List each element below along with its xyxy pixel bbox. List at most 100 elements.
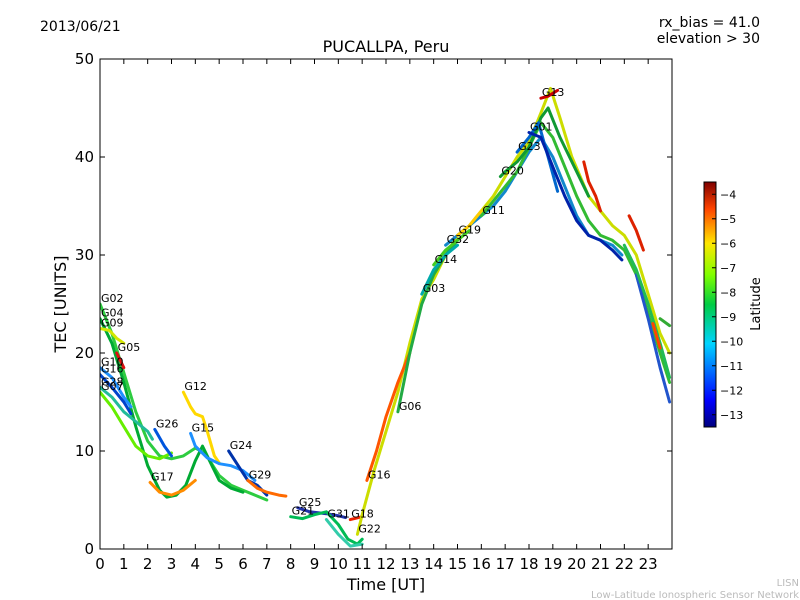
x-tick-label: 16 bbox=[472, 555, 491, 573]
x-tick-label: 8 bbox=[286, 555, 296, 573]
series-layer bbox=[100, 86, 672, 548]
series-label-g03: G03 bbox=[423, 282, 446, 295]
series-label-g02: G02 bbox=[101, 292, 124, 305]
colorbar-tick-label: −10 bbox=[720, 335, 743, 348]
footer-network: Low-Latitude Ionospheric Sensor Network bbox=[591, 590, 799, 600]
series-line-g05 bbox=[115, 351, 126, 370]
series-line-g13 bbox=[539, 88, 560, 100]
series-label-g07: G07 bbox=[101, 380, 124, 393]
series-label-g04: G04 bbox=[101, 307, 124, 320]
y-tick-label: 30 bbox=[75, 246, 94, 264]
x-tick-label: 22 bbox=[615, 555, 634, 573]
chart-title: PUCALLPA, Peru bbox=[323, 37, 450, 56]
x-tick-label: 14 bbox=[424, 555, 443, 573]
series-line-g23 bbox=[515, 121, 560, 193]
x-tick-label: 13 bbox=[400, 555, 419, 573]
series-label-g29: G29 bbox=[249, 468, 272, 481]
series-line bbox=[582, 160, 602, 213]
series-line-g29 bbox=[246, 478, 288, 498]
elevation-label: elevation > 30 bbox=[657, 31, 760, 47]
series-label-g14: G14 bbox=[435, 253, 458, 266]
x-tick-label: 4 bbox=[191, 555, 201, 573]
series-label-g16: G16 bbox=[101, 363, 124, 376]
x-tick-label: 23 bbox=[639, 555, 658, 573]
x-tick-label: 11 bbox=[353, 555, 372, 573]
x-tick-label: 7 bbox=[262, 555, 272, 573]
x-axis: 0 1 2 3 4 5 6 7 8 9 10 11 12 13 14 15 16 17 18 19 20 21 22 23 bbox=[95, 59, 658, 573]
series-label-g24: G24 bbox=[230, 439, 253, 452]
series-line-g14 bbox=[432, 229, 471, 267]
x-tick-label: 5 bbox=[214, 555, 224, 573]
colorbar-tick-label: −9 bbox=[720, 311, 736, 324]
x-tick-label: 0 bbox=[95, 555, 105, 573]
series-label-g20: G20 bbox=[501, 165, 524, 178]
series-line-g21 bbox=[289, 510, 364, 546]
series-label-g12: G12 bbox=[184, 380, 207, 393]
y-tick-label: 10 bbox=[75, 442, 94, 460]
y-tick-label: 40 bbox=[75, 148, 94, 166]
series-line-g10 bbox=[100, 366, 133, 409]
x-tick-label: 2 bbox=[143, 555, 153, 573]
x-tick-label: 1 bbox=[119, 555, 129, 573]
series-line-g02 bbox=[100, 302, 269, 502]
colorbar-label: Latitude bbox=[749, 277, 764, 331]
series-line-g16 bbox=[100, 373, 133, 416]
y-axis: 0 10 20 30 40 50 bbox=[75, 50, 672, 558]
x-tick-label: 21 bbox=[591, 555, 610, 573]
series-label-g31: G31 bbox=[327, 508, 350, 521]
series-line-g17 bbox=[148, 478, 197, 497]
series-label-g09: G09 bbox=[101, 317, 124, 330]
x-tick-label: 17 bbox=[496, 555, 515, 573]
x-tick-label: 12 bbox=[376, 555, 395, 573]
plot-area bbox=[100, 59, 672, 549]
series-line-g16 bbox=[365, 351, 412, 482]
date-label: 2013/06/21 bbox=[40, 19, 121, 35]
series-line-g31 bbox=[324, 518, 364, 548]
series-line-g19 bbox=[456, 209, 483, 237]
colorbar-tick-label: −12 bbox=[720, 384, 743, 397]
series-line bbox=[627, 214, 645, 252]
series-label-g32: G32 bbox=[447, 233, 470, 246]
footer-lisn: LISN bbox=[777, 578, 799, 589]
series-label-g17: G17 bbox=[151, 470, 174, 483]
series-label-g21: G21 bbox=[292, 505, 315, 518]
series-line-g09 bbox=[100, 327, 126, 345]
y-axis-label: TEC [UNITS] bbox=[51, 256, 70, 354]
series-line-g03 bbox=[420, 243, 459, 296]
series-label-g10: G10 bbox=[101, 356, 124, 369]
x-tick-label: 3 bbox=[167, 555, 177, 573]
x-tick-label: 19 bbox=[543, 555, 562, 573]
series-label-g25: G25 bbox=[299, 496, 322, 509]
series-line bbox=[622, 243, 672, 379]
series-label-g13: G13 bbox=[542, 86, 565, 99]
y-tick-label: 20 bbox=[75, 344, 94, 362]
series-label-g18: G18 bbox=[351, 508, 374, 521]
series-label-g06: G06 bbox=[399, 400, 422, 413]
series-label-g19: G19 bbox=[459, 223, 482, 236]
series-line-g01 bbox=[527, 131, 624, 262]
series-label-g01: G01 bbox=[530, 121, 553, 134]
colorbar-tick-label: −5 bbox=[720, 213, 736, 226]
colorbar-tick-label: −13 bbox=[720, 409, 743, 422]
x-tick-label: 10 bbox=[329, 555, 348, 573]
colorbar-tick-label: −6 bbox=[720, 237, 736, 250]
series-line-g20 bbox=[498, 106, 591, 198]
series-line-g04 bbox=[100, 317, 245, 499]
x-tick-label: 6 bbox=[238, 555, 248, 573]
series-label-g23: G23 bbox=[518, 140, 541, 153]
x-tick-label: 9 bbox=[310, 555, 320, 573]
series-label-g15: G15 bbox=[192, 421, 215, 434]
y-tick-label: 50 bbox=[75, 50, 94, 68]
series-line-g28 bbox=[100, 385, 154, 441]
colorbar-ticks: −4 −5 −6 −7 −8 −9 −10 −11 −12 −13 bbox=[712, 188, 743, 422]
series-line-g07 bbox=[100, 390, 173, 461]
colorbar-tick-label: −11 bbox=[720, 360, 743, 373]
series-line bbox=[658, 317, 672, 328]
rx-bias-label: rx_bias = 41.0 bbox=[659, 15, 760, 31]
x-tick-label: 15 bbox=[448, 555, 467, 573]
colorbar-tick-label: −8 bbox=[720, 286, 736, 299]
x-tick-label: 18 bbox=[519, 555, 538, 573]
y-tick-label: 0 bbox=[84, 540, 94, 558]
